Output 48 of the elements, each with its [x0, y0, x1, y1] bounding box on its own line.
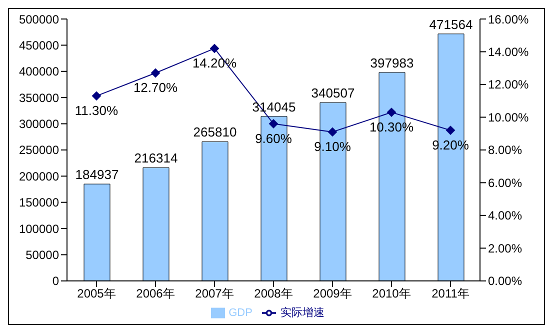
y-tick-label: 350000 — [18, 90, 60, 105]
y2-tick-label: 10.00% — [488, 110, 530, 124]
point — [446, 126, 455, 135]
data-label: 9.10% — [314, 139, 352, 154]
y-tick-label: 250000 — [18, 143, 60, 158]
legend-label: 实际增速 — [280, 306, 324, 319]
point — [92, 91, 101, 100]
data-label: 9.60% — [255, 130, 292, 146]
data-label: 10.30% — [369, 120, 414, 135]
point — [387, 108, 396, 117]
data-label: 216314 — [134, 150, 178, 166]
y-tick-label: 400000 — [18, 64, 60, 79]
x-tick-label: 2005年 — [77, 286, 116, 300]
data-label: 9.20% — [432, 138, 470, 153]
x-tick-label: 2007年 — [195, 286, 234, 300]
data-label: 11.30% — [74, 103, 118, 118]
point — [328, 127, 337, 136]
x-tick-label: 2009年 — [313, 286, 352, 300]
y-tick-label: 100000 — [18, 222, 60, 236]
data-label: 265810 — [193, 124, 237, 140]
data-label: 471564 — [429, 16, 473, 32]
y2-tick-label: 12.00% — [488, 78, 530, 92]
y-tick-label: 300000 — [18, 117, 60, 132]
y-tick-label: 450000 — [18, 38, 60, 52]
x-tick-label: 2010年 — [372, 286, 411, 300]
y-tick-label: 200000 — [18, 169, 60, 184]
y-tick-label: 500000 — [18, 12, 60, 26]
data-label: 12.70% — [133, 80, 178, 96]
x-tick-label: 2011年 — [432, 286, 470, 300]
y2-tick-label: 14.00% — [488, 45, 530, 59]
y-tick-label: 150000 — [18, 196, 60, 210]
y2-tick-label: 2.00% — [488, 241, 522, 256]
y-tick-label: 0 — [52, 274, 60, 288]
y2-tick-label: 8.00% — [488, 143, 522, 158]
point — [210, 44, 219, 53]
y2-tick-label: 0.00% — [488, 274, 522, 288]
data-label: 340507 — [311, 86, 355, 101]
y2-tick-label: 16.00% — [488, 12, 530, 26]
x-tick-label: 2008年 — [254, 286, 293, 300]
y-tick-label: 50000 — [26, 248, 60, 262]
data-label: 397983 — [370, 55, 414, 70]
x-tick-label: 2006年 — [136, 286, 175, 300]
point — [151, 68, 160, 78]
point — [269, 119, 278, 128]
data-label: 184937 — [75, 167, 119, 182]
y2-tick-label: 4.00% — [488, 208, 522, 223]
legend-label: GDP — [228, 306, 252, 319]
y2-tick-label: 6.00% — [488, 176, 522, 190]
